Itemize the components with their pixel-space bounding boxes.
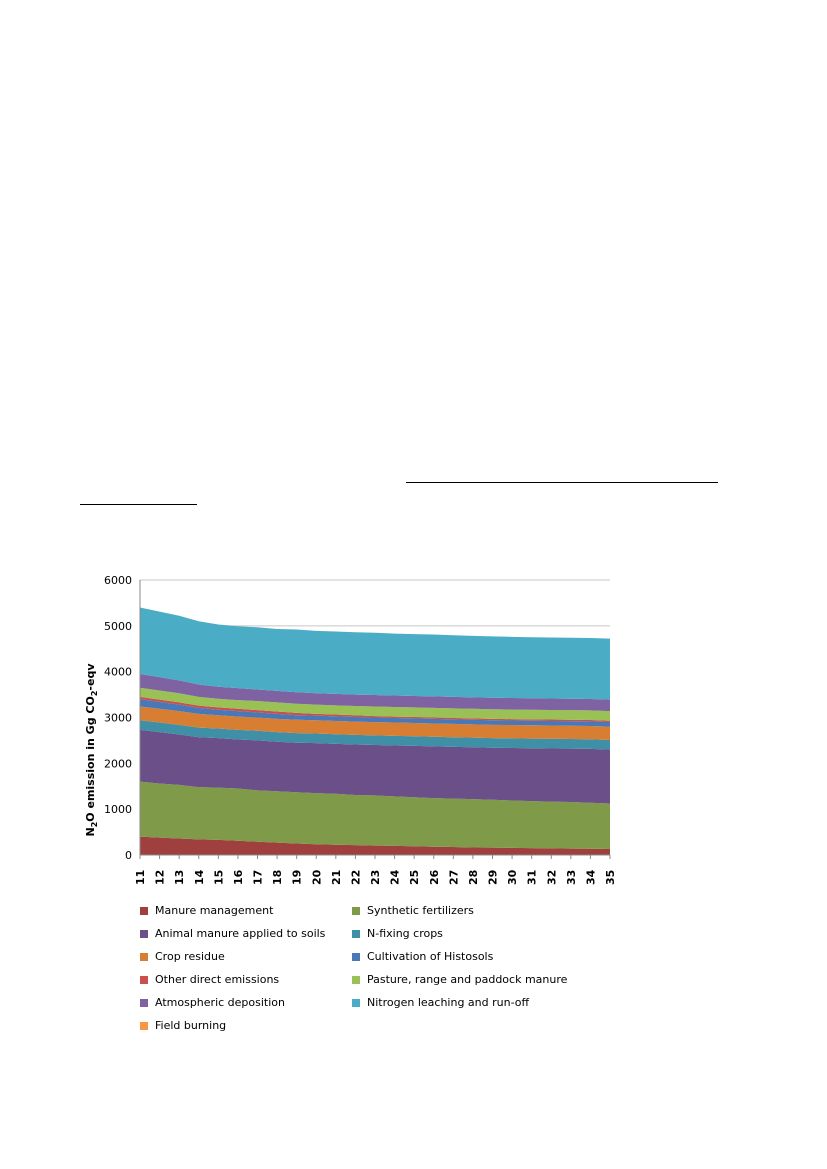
x-tick-label: 2031 xyxy=(526,870,539,885)
x-tick-label: 2021 xyxy=(330,870,343,885)
y-tick-label: 6000 xyxy=(104,574,132,587)
legend-label: Field burning xyxy=(155,1019,227,1032)
legend-label: Atmospheric deposition xyxy=(155,996,285,1009)
y-tick-labels: 0 1000 2000 3000 4000 5000 6000 xyxy=(104,574,132,862)
legend-item: Cultivation of Histosols xyxy=(352,948,572,965)
legend-label: Other direct emissions xyxy=(155,973,280,986)
axes xyxy=(139,580,611,859)
x-tick-label: 2027 xyxy=(447,870,460,885)
underline-bottom xyxy=(80,504,197,505)
y-tick-label: 1000 xyxy=(104,803,132,816)
legend-item: Animal manure applied to soils xyxy=(140,925,340,942)
x-tick-label: 2014 xyxy=(193,869,206,885)
underline-top xyxy=(406,482,718,483)
x-tick-label: 2035 xyxy=(604,870,617,885)
legend-item: Crop residue xyxy=(140,948,340,965)
y-tick-label: 4000 xyxy=(104,666,132,679)
legend-item: Pasture, range and paddock manure xyxy=(352,971,572,988)
x-tick-label: 2017 xyxy=(252,870,265,885)
legend-label: Cultivation of Histosols xyxy=(367,950,494,963)
area-series-0 xyxy=(140,836,610,855)
area-series-2 xyxy=(140,729,610,804)
x-tick-label: 2030 xyxy=(506,869,519,885)
x-tick-label: 2011 xyxy=(134,870,147,885)
area-series-6 xyxy=(140,696,610,723)
legend-swatch xyxy=(352,929,360,938)
x-tick-labels: 2011 2012 2013 2014 2015 2016 2017 2018 2019 2020… xyxy=(134,869,617,885)
legend-item: Nitrogen leaching and run-off xyxy=(352,994,572,1011)
legend-label: Animal manure applied to soils xyxy=(155,927,326,940)
legend-swatch xyxy=(140,975,148,984)
x-tick-label: 2022 xyxy=(349,870,362,885)
x-tick-label: 2012 xyxy=(154,870,167,885)
legend-label: Nitrogen leaching and run-off xyxy=(367,996,530,1009)
legend-swatch xyxy=(140,998,148,1007)
x-tick-label: 2015 xyxy=(212,870,225,885)
legend-swatch xyxy=(352,906,360,915)
y-tick-label: 5000 xyxy=(104,620,132,633)
area-series-5 xyxy=(140,699,610,727)
x-tick-label: 2020 xyxy=(310,869,323,885)
y-axis-label: N2O emission in Gg CO2-eqv xyxy=(84,663,99,837)
stacked-areas xyxy=(140,607,610,855)
x-tick-label: 2019 xyxy=(291,870,304,885)
area-series-3 xyxy=(140,720,610,750)
legend-swatch xyxy=(140,929,148,938)
legend-swatch xyxy=(140,1021,148,1030)
x-tick-label: 2023 xyxy=(369,870,382,885)
x-tick-label: 2018 xyxy=(271,870,284,885)
x-tick-label: 2029 xyxy=(487,870,500,885)
x-tick-label: 2033 xyxy=(565,870,578,885)
x-tick-label: 2013 xyxy=(173,870,186,885)
x-tick-label: 2024 xyxy=(389,869,402,885)
legend-label: N-fixing crops xyxy=(367,927,443,940)
legend-label: Manure management xyxy=(155,904,274,917)
legend-swatch xyxy=(140,952,148,961)
legend-label: Crop residue xyxy=(155,950,225,963)
y-tick-label: 3000 xyxy=(104,712,132,725)
legend-label: Synthetic fertilizers xyxy=(367,904,474,917)
legend-swatch xyxy=(352,998,360,1007)
legend-item: Field burning xyxy=(140,1017,340,1034)
x-tick-label: 2028 xyxy=(467,870,480,885)
area-series-9 xyxy=(140,607,610,700)
legend-swatch xyxy=(352,952,360,961)
y-tick-label: 2000 xyxy=(104,757,132,770)
y-tick-label: 0 xyxy=(125,849,132,862)
area-series-8 xyxy=(140,673,610,712)
legend-item: Other direct emissions xyxy=(140,971,340,988)
legend-item: N-fixing crops xyxy=(352,925,572,942)
legend-item: Synthetic fertilizers xyxy=(352,902,572,919)
chart-legend: Manure management Synthetic fertilizers An… xyxy=(140,902,600,1034)
x-tick-label: 2016 xyxy=(232,869,245,885)
x-tick-label: 2026 xyxy=(428,869,441,885)
x-tick-label: 2025 xyxy=(408,870,421,885)
legend-item: Atmospheric deposition xyxy=(140,994,340,1011)
legend-swatch xyxy=(352,975,360,984)
area-series-4 xyxy=(140,706,610,740)
x-tick-label: 2034 xyxy=(584,869,597,885)
area-series-7 xyxy=(140,687,610,721)
x-tick-label: 2032 xyxy=(545,870,558,885)
legend-label: Pasture, range and paddock manure xyxy=(367,973,568,986)
legend-swatch xyxy=(140,906,148,915)
legend-item: Manure management xyxy=(140,902,340,919)
area-series-1 xyxy=(140,781,610,850)
